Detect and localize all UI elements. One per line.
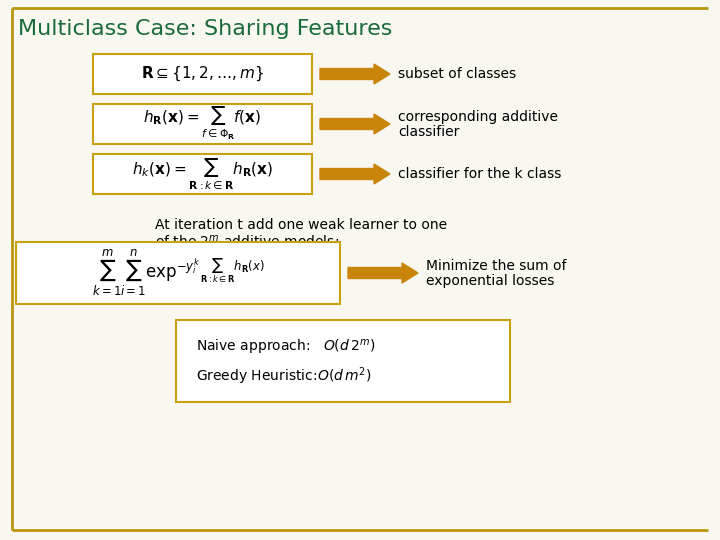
Text: Multiclass Case: Sharing Features: Multiclass Case: Sharing Features	[18, 19, 392, 39]
Text: exponential losses: exponential losses	[426, 274, 554, 288]
Text: $\mathbf{R} \subseteq \{1, 2, \ldots, m\}$: $\mathbf{R} \subseteq \{1, 2, \ldots, m\…	[141, 65, 264, 83]
Text: $\sum_{k=1}^{m} \sum_{i=1}^{n} \exp^{-y_i^k \sum_{\mathbf{R}:k \in \mathbf{R}} h: $\sum_{k=1}^{m} \sum_{i=1}^{n} \exp^{-y_…	[91, 248, 264, 298]
Text: $h_\mathbf{R}(\mathbf{x}) = \sum_{f \in \Phi_\mathbf{R}} f(\mathbf{x})$: $h_\mathbf{R}(\mathbf{x}) = \sum_{f \in …	[143, 106, 261, 142]
Text: Minimize the sum of: Minimize the sum of	[426, 259, 567, 273]
Text: subset of classes: subset of classes	[398, 67, 516, 81]
Text: $h_k(\mathbf{x}) = \sum_{\mathbf{R}:k \in \mathbf{R}} h_\mathbf{R}(\mathbf{x})$: $h_k(\mathbf{x}) = \sum_{\mathbf{R}:k \i…	[132, 157, 273, 191]
FancyArrow shape	[348, 263, 418, 283]
Text: Greedy Heuristic:$O(d\,m^2)$: Greedy Heuristic:$O(d\,m^2)$	[196, 366, 372, 387]
Text: corresponding additive: corresponding additive	[398, 110, 558, 124]
Text: classifier for the k class: classifier for the k class	[398, 167, 562, 181]
Text: classifier: classifier	[398, 125, 459, 139]
FancyArrow shape	[320, 114, 390, 134]
FancyBboxPatch shape	[16, 242, 340, 304]
Text: of the $2^m$ additive models:: of the $2^m$ additive models:	[155, 234, 339, 250]
FancyBboxPatch shape	[93, 154, 312, 194]
FancyArrow shape	[320, 164, 390, 184]
Text: Naive approach:   $O(d\,2^m)$: Naive approach: $O(d\,2^m)$	[196, 338, 375, 357]
FancyBboxPatch shape	[176, 320, 510, 402]
FancyBboxPatch shape	[93, 104, 312, 144]
Text: At iteration t add one weak learner to one: At iteration t add one weak learner to o…	[155, 218, 447, 232]
FancyArrow shape	[320, 64, 390, 84]
FancyBboxPatch shape	[93, 54, 312, 94]
